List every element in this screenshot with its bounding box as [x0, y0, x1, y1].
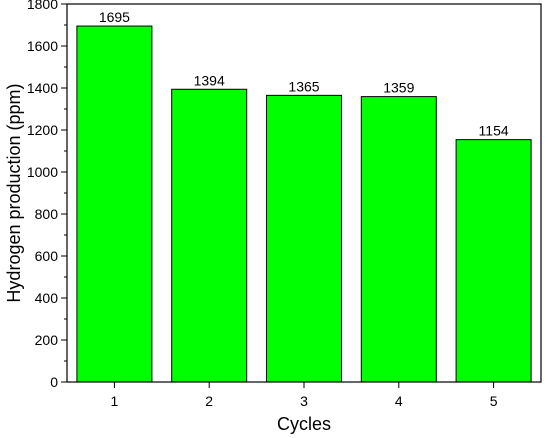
y-tick-label: 400: [35, 290, 59, 306]
y-tick-label: 1000: [27, 164, 58, 180]
y-tick-label: 1600: [27, 38, 58, 54]
data-label-cycle-4: 1359: [383, 80, 414, 96]
y-tick-label: 800: [35, 206, 59, 222]
bar-cycle-4: [360, 96, 437, 383]
plot-area-frame: [66, 3, 542, 383]
data-label-cycle-5: 1154: [479, 123, 509, 139]
y-axis-title: Hydrogen production (ppm): [4, 83, 24, 302]
bars-group: [76, 25, 532, 383]
data-label-cycle-3: 1365: [288, 78, 319, 94]
x-tick-label-1: 1: [111, 393, 119, 409]
x-axis-ticks: 1 2 3 4 5: [111, 382, 498, 409]
y-tick-label: 1200: [27, 122, 58, 138]
x-tick-label-4: 4: [395, 393, 403, 409]
y-axis-ticks: 0 200 400 600 800 1000 1200 1400 1600 1800: [27, 0, 67, 390]
y-tick-label: 1800: [27, 0, 58, 12]
x-axis-title: Cycles: [277, 414, 331, 434]
x-tick-label-3: 3: [300, 393, 308, 409]
bar-cycle-3: [266, 94, 342, 383]
y-tick-label: 1400: [27, 80, 58, 96]
data-label-cycle-1: 1695: [99, 9, 130, 25]
bar-cycle-1: [76, 25, 153, 383]
data-label-cycle-2: 1394: [194, 72, 225, 88]
y-tick-label: 200: [35, 332, 59, 348]
data-labels-group: 1695 1394 1365 1359 1154: [99, 9, 509, 139]
y-tick-label: 600: [35, 248, 59, 264]
bar-cycle-2: [171, 88, 248, 383]
bar-cycle-5: [455, 139, 532, 383]
x-tick-label-5: 5: [490, 393, 498, 409]
x-tick-label-2: 2: [205, 393, 213, 409]
y-tick-label: 0: [50, 374, 58, 390]
